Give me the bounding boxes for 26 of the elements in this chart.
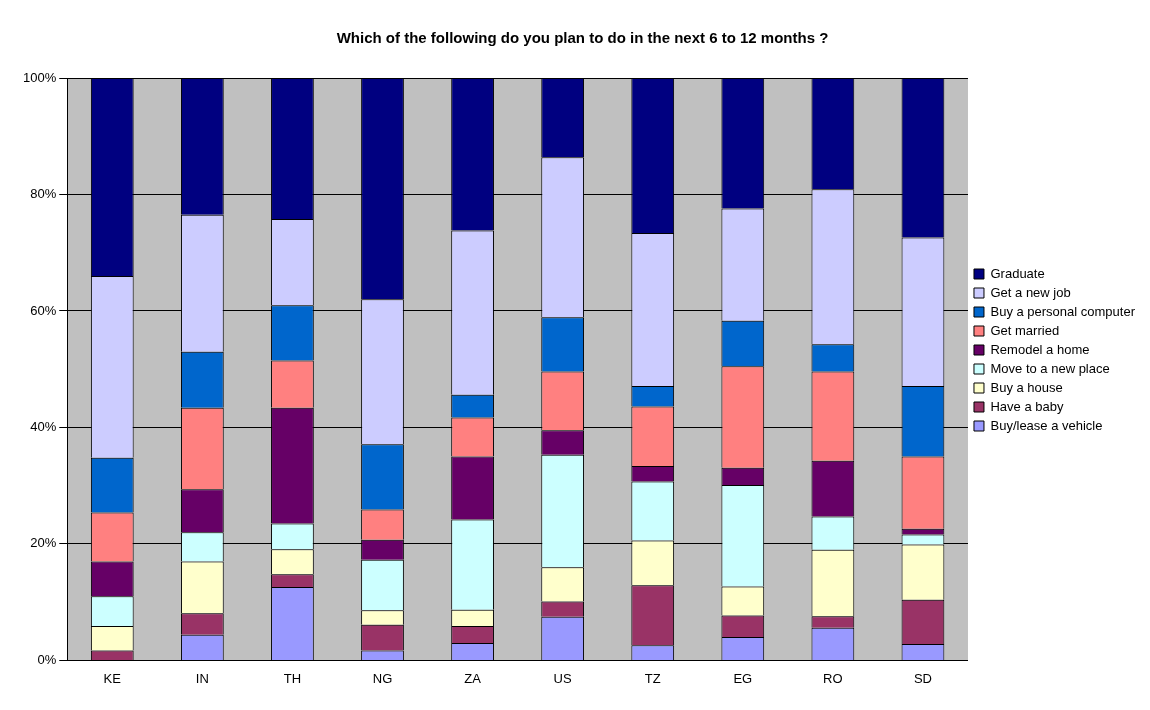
x-tick-label: RO [823, 670, 843, 686]
legend-label: Graduate [990, 265, 1045, 281]
legend-label: Buy a house [990, 379, 1063, 395]
x-tick-label: IN [195, 670, 209, 686]
x-tick-label: ZA [464, 670, 482, 686]
y-tick-label: 80% [30, 186, 57, 202]
legend-label: Buy/lease a vehicle [990, 417, 1103, 433]
x-tick-label: KE [103, 670, 122, 686]
x-tick-label: SD [913, 670, 932, 686]
legend-label: Get married [990, 322, 1060, 338]
y-tick-label: 0% [37, 651, 57, 667]
y-tick-label: 40% [30, 419, 57, 435]
legend-label: Get a new job [990, 284, 1071, 300]
x-tick-label: EG [733, 670, 753, 686]
legend-label: Have a baby [990, 398, 1064, 414]
y-tick-label: 20% [30, 535, 57, 551]
chart-title: Which of the following do you plan to do in the next 6 to 12 months ? [336, 29, 829, 47]
legend-label: Move to a new place [990, 360, 1110, 376]
y-tick-label: 100% [23, 69, 57, 85]
legend-label: Buy a personal computer [990, 303, 1136, 319]
y-tick-label: 60% [30, 302, 57, 318]
x-tick-label: US [553, 670, 573, 686]
x-tick-label: TZ [644, 670, 661, 686]
legend-label: Remodel a home [990, 341, 1090, 357]
x-tick-label: NG [372, 670, 393, 686]
x-tick-label: TH [283, 670, 302, 686]
